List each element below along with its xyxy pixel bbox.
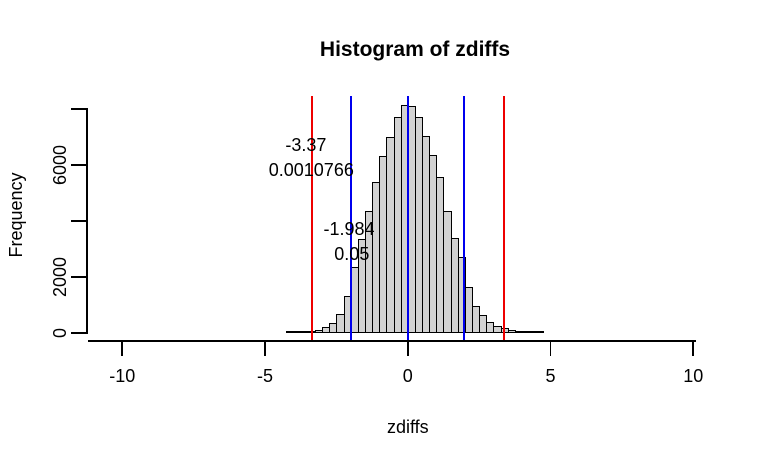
x-tick-label: 10 — [683, 366, 704, 386]
y-tick — [71, 276, 87, 278]
x-tick-label: 5 — [545, 366, 556, 386]
red-line-pos-3.37 — [503, 96, 505, 342]
x-tick — [406, 340, 409, 356]
y-tick-label: 2000 — [50, 256, 70, 298]
y-tick — [71, 220, 87, 222]
x-tick-label: 0 — [402, 366, 413, 386]
blue-line-neg-1.984 — [350, 96, 353, 342]
x-axis-label: zdiffs — [386, 417, 429, 437]
annotation-text: -1.984 — [323, 219, 375, 240]
red-line-neg-3.37 — [310, 96, 313, 342]
y-tick-label: 6000 — [50, 144, 70, 186]
x-tick — [692, 340, 695, 356]
x-tick — [121, 340, 124, 356]
x-axis-line — [88, 340, 696, 342]
y-tick — [71, 108, 87, 110]
x-tick — [549, 340, 552, 356]
y-axis-line — [85, 108, 88, 334]
y-tick — [71, 332, 87, 334]
annotation-text: 0.05 — [334, 244, 370, 265]
annotation-text: 0.0010766 — [268, 160, 354, 181]
blue-line-pos-1.984 — [463, 96, 466, 342]
x-tick — [264, 340, 266, 356]
x-tick-label: -5 — [257, 366, 274, 386]
blue-line-zero — [406, 96, 409, 342]
histogram-baseline — [286, 331, 544, 334]
plot-title: Histogram of zdiffs — [319, 38, 511, 61]
y-tick-label: 0 — [50, 328, 70, 339]
x-tick-label: -10 — [109, 366, 136, 386]
annotation-text: -3.37 — [285, 135, 327, 156]
y-tick — [71, 164, 87, 166]
